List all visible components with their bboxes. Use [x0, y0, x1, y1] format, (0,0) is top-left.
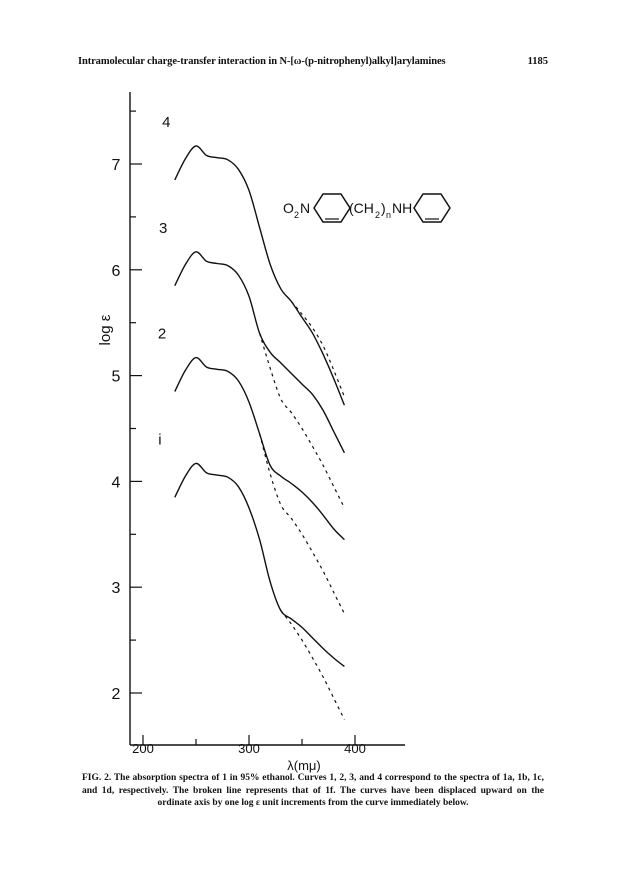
series-line-curve-4 — [174, 145, 346, 406]
chemical-structure: O 2 N (CH 2 ) n NH — [283, 193, 451, 223]
curve-label: 3 — [159, 220, 167, 237]
structure-chain-close: ) — [381, 200, 386, 216]
x-axis-label: λ(mμ) — [287, 758, 320, 773]
chart-curves — [174, 145, 346, 720]
y-axis-label: log ε — [97, 314, 114, 345]
page-number: 1185 — [527, 56, 548, 67]
y-tick-label: 5 — [112, 369, 121, 386]
series-line-broken-2 — [259, 433, 345, 614]
y-tick-label: 3 — [112, 580, 121, 597]
figure-caption: FIG. 2. The absorption spectra of 1 in 9… — [82, 773, 544, 809]
y-tick-label: 2 — [112, 686, 121, 703]
structure-nitro-sub: 2 — [294, 210, 299, 220]
structure-chain-index: n — [386, 210, 391, 220]
structure-nitro-n: N — [300, 200, 310, 216]
chart-axes — [129, 92, 405, 746]
structure-chain-sub: 2 — [375, 210, 380, 220]
benzene-ring-right — [413, 193, 451, 223]
benzene-ring-left — [313, 193, 351, 223]
x-tick-label: 400 — [344, 741, 366, 756]
curve-label: 2 — [158, 326, 166, 343]
x-tick-label: 300 — [238, 741, 260, 756]
y-tick-label: 7 — [112, 157, 121, 174]
y-tick-label: 6 — [112, 263, 121, 280]
series-line-curve-2 — [174, 356, 345, 541]
structure-chain-open: (CH — [349, 200, 374, 216]
curve-label: 4 — [162, 114, 170, 131]
chart-labels: i 2 3 4 — [158, 114, 171, 448]
series-line-broken-4 — [290, 301, 345, 398]
page-header: Intramolecular charge-transfer interacti… — [78, 56, 548, 72]
curve-label: i — [158, 431, 161, 448]
series-line-curve-3 — [174, 251, 346, 454]
running-title: Intramolecular charge-transfer interacti… — [78, 56, 446, 67]
series-line-broken-1 — [280, 610, 345, 720]
structure-nitro-o: O — [283, 200, 294, 216]
structure-amine: NH — [392, 200, 412, 216]
x-tick-label: 200 — [132, 741, 154, 756]
series-line-curve-1 — [174, 462, 345, 668]
series-line-broken-3 — [259, 333, 345, 509]
y-tick-label: 4 — [112, 474, 121, 491]
chart-ticks: 2 3 4 5 6 7 200 300 400 λ(mμ) log ε — [97, 110, 366, 773]
